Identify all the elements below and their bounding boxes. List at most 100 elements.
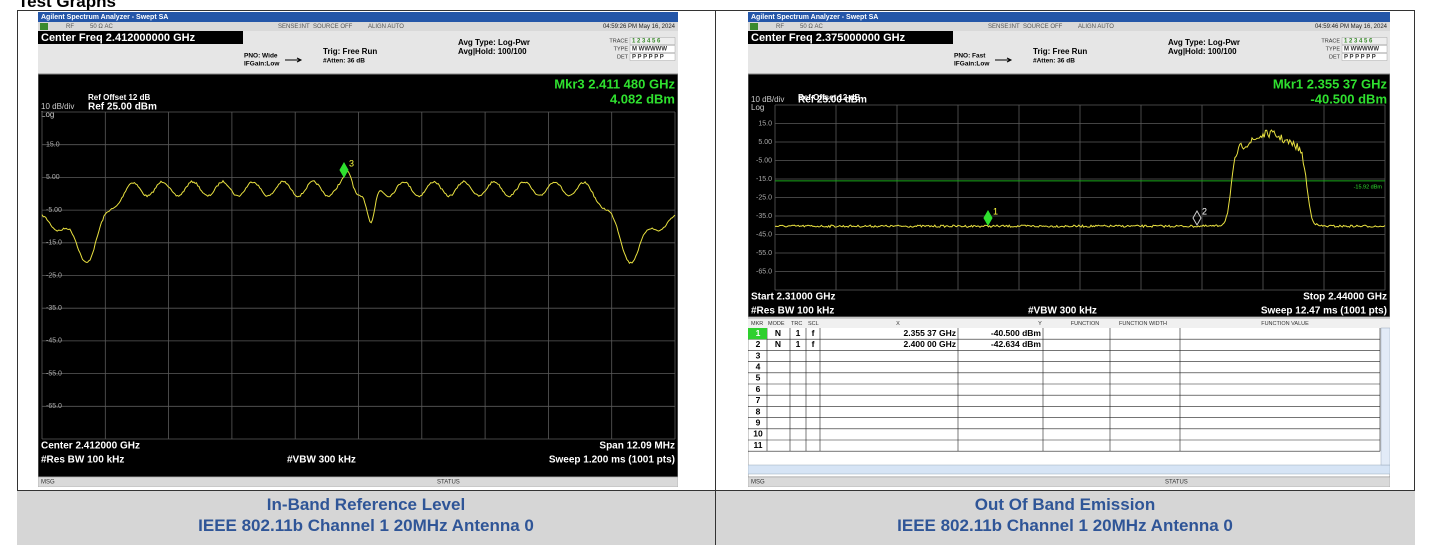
table-cell: 11: [754, 440, 763, 450]
msg: MSG: [41, 480, 55, 486]
trace-box: [1341, 53, 1388, 61]
center-freq: Center Freq 2.375000000 GHz: [751, 32, 906, 44]
scale: 10 dB/div: [751, 95, 784, 104]
trace: [774, 129, 1386, 229]
trace-value: M WWWWW: [632, 47, 667, 53]
msg: MSG: [751, 480, 765, 486]
log-label: Log: [751, 103, 764, 112]
trace-value: P P P P P P: [1344, 55, 1376, 61]
center-freq-box: [748, 31, 953, 44]
y-label: -25.0: [756, 194, 772, 201]
table-cell: f: [812, 328, 815, 338]
x-start: Center 2.412000 GHz: [41, 441, 140, 452]
marker: [983, 209, 993, 227]
title-bar: [38, 12, 678, 22]
table-cell: 1: [796, 339, 801, 349]
status-item: RF: [776, 24, 784, 30]
pno: PNO: Fast: [954, 53, 986, 60]
caption-line: Out Of Band Emission: [974, 495, 1156, 514]
status-item: RF: [66, 24, 74, 30]
trace-box: [1341, 37, 1388, 45]
trace: [41, 170, 676, 264]
status-label: STATUS: [1165, 480, 1188, 486]
status-item: SOURCE OFF: [1023, 24, 1063, 30]
table-header-cell: TRC: [791, 321, 802, 327]
table-header-cell: FUNCTION WIDTH: [1119, 321, 1167, 327]
avg-hold: Avg|Hold: 100/100: [458, 47, 527, 56]
avg-type: Avg Type: Log-Pwr: [1168, 38, 1240, 47]
table-header-cell: FUNCTION VALUE: [1261, 321, 1309, 327]
vbw: #VBW 300 kHz: [287, 455, 356, 466]
trace-box: [629, 37, 676, 45]
table-cell: 3: [756, 350, 761, 360]
trig-arrow: [995, 57, 1013, 63]
title-bar: [748, 12, 1390, 22]
trigger: Trig: Free Run: [1033, 47, 1087, 56]
graph-area: [748, 73, 1390, 318]
status-item: ALIGN AUTO: [1078, 24, 1114, 30]
trace-value: 1 2 3 4 5 6: [1344, 39, 1373, 45]
y-label: -55.0: [756, 250, 772, 257]
table-cell: 6: [756, 384, 761, 394]
ifgain: IFGain:Low: [244, 61, 280, 68]
log-label: Log: [41, 110, 54, 119]
status-label: STATUS: [437, 480, 460, 486]
y-label: -35.0: [756, 213, 772, 220]
y-label: -15.0: [756, 176, 772, 183]
status-icon: [750, 23, 758, 30]
scroll-bar: [748, 464, 1390, 475]
msg-bar: [38, 476, 678, 487]
status-icon: [40, 23, 48, 30]
table-cell: 2: [756, 339, 761, 349]
center-freq-box: [38, 31, 243, 44]
table-cell: N: [775, 339, 781, 349]
trace-label: DET: [617, 54, 629, 60]
y-label: -5.00: [756, 157, 772, 164]
table-header-cell: FUNCTION: [1071, 321, 1099, 327]
status-item: SENSE:INT: [988, 24, 1020, 30]
marker-table: [748, 318, 1390, 478]
marker-level: -40.500 dBm: [1310, 91, 1387, 106]
table-header-cell: MKR: [751, 321, 763, 327]
caption: In-Band Reference Level IEEE 802.11b Cha…: [17, 494, 715, 536]
trace-value: 1 2 3 4 5 6: [632, 39, 661, 45]
trace-label: TRACE: [609, 38, 628, 44]
trace-value: M WWWWW: [1344, 47, 1379, 53]
table-cell: f: [812, 339, 815, 349]
marker-freq: Mkr3 2.411 480 GHz: [554, 76, 675, 91]
avg-type: Avg Type: Log-Pwr: [458, 38, 530, 47]
y-label: -35.0: [46, 305, 62, 312]
pno: PNO: Wide: [244, 53, 278, 60]
table-cell: 1: [796, 328, 801, 338]
trace-box: [1341, 45, 1388, 53]
window-title: Agilent Spectrum Analyzer - Swept SA: [41, 14, 168, 21]
table-header-cell: MODE: [768, 321, 785, 327]
status-item: SOURCE OFF: [313, 24, 353, 30]
status-row: [38, 22, 678, 31]
y-label: 15.0: [46, 142, 60, 149]
table-cell: 5: [756, 373, 761, 383]
table-cell: 10: [753, 429, 763, 439]
attenuation: #Atten: 36 dB: [1033, 58, 1075, 65]
table-cell: 4: [756, 361, 761, 371]
trace-label: TRACE: [1321, 38, 1340, 44]
display-line-label: -15.92 dBm: [1354, 184, 1383, 190]
cell-divider: [715, 10, 716, 545]
sweep: Sweep 1.200 ms (1001 pts): [549, 455, 675, 466]
ref-level: Ref 25.00 dBm: [798, 95, 867, 106]
marker-level: 4.082 dBm: [610, 91, 675, 106]
status-item: SENSE:INT: [278, 24, 310, 30]
table-cell: 7: [756, 395, 761, 405]
table-cell: 2.400 00 GHz: [904, 339, 956, 349]
status-item: 50 Ω AC: [90, 24, 113, 30]
status-item: ALIGN AUTO: [368, 24, 404, 30]
msg-bar: [748, 476, 1390, 487]
scale: 10 dB/div: [41, 102, 74, 111]
trace-box: [629, 45, 676, 53]
table-header-cell: X: [896, 321, 900, 327]
y-label: -45.0: [756, 231, 772, 238]
heading: Test Graphs: [18, 0, 116, 11]
y-label: -5.00: [46, 207, 62, 214]
x-end: Stop 2.44000 GHz: [1303, 292, 1387, 303]
